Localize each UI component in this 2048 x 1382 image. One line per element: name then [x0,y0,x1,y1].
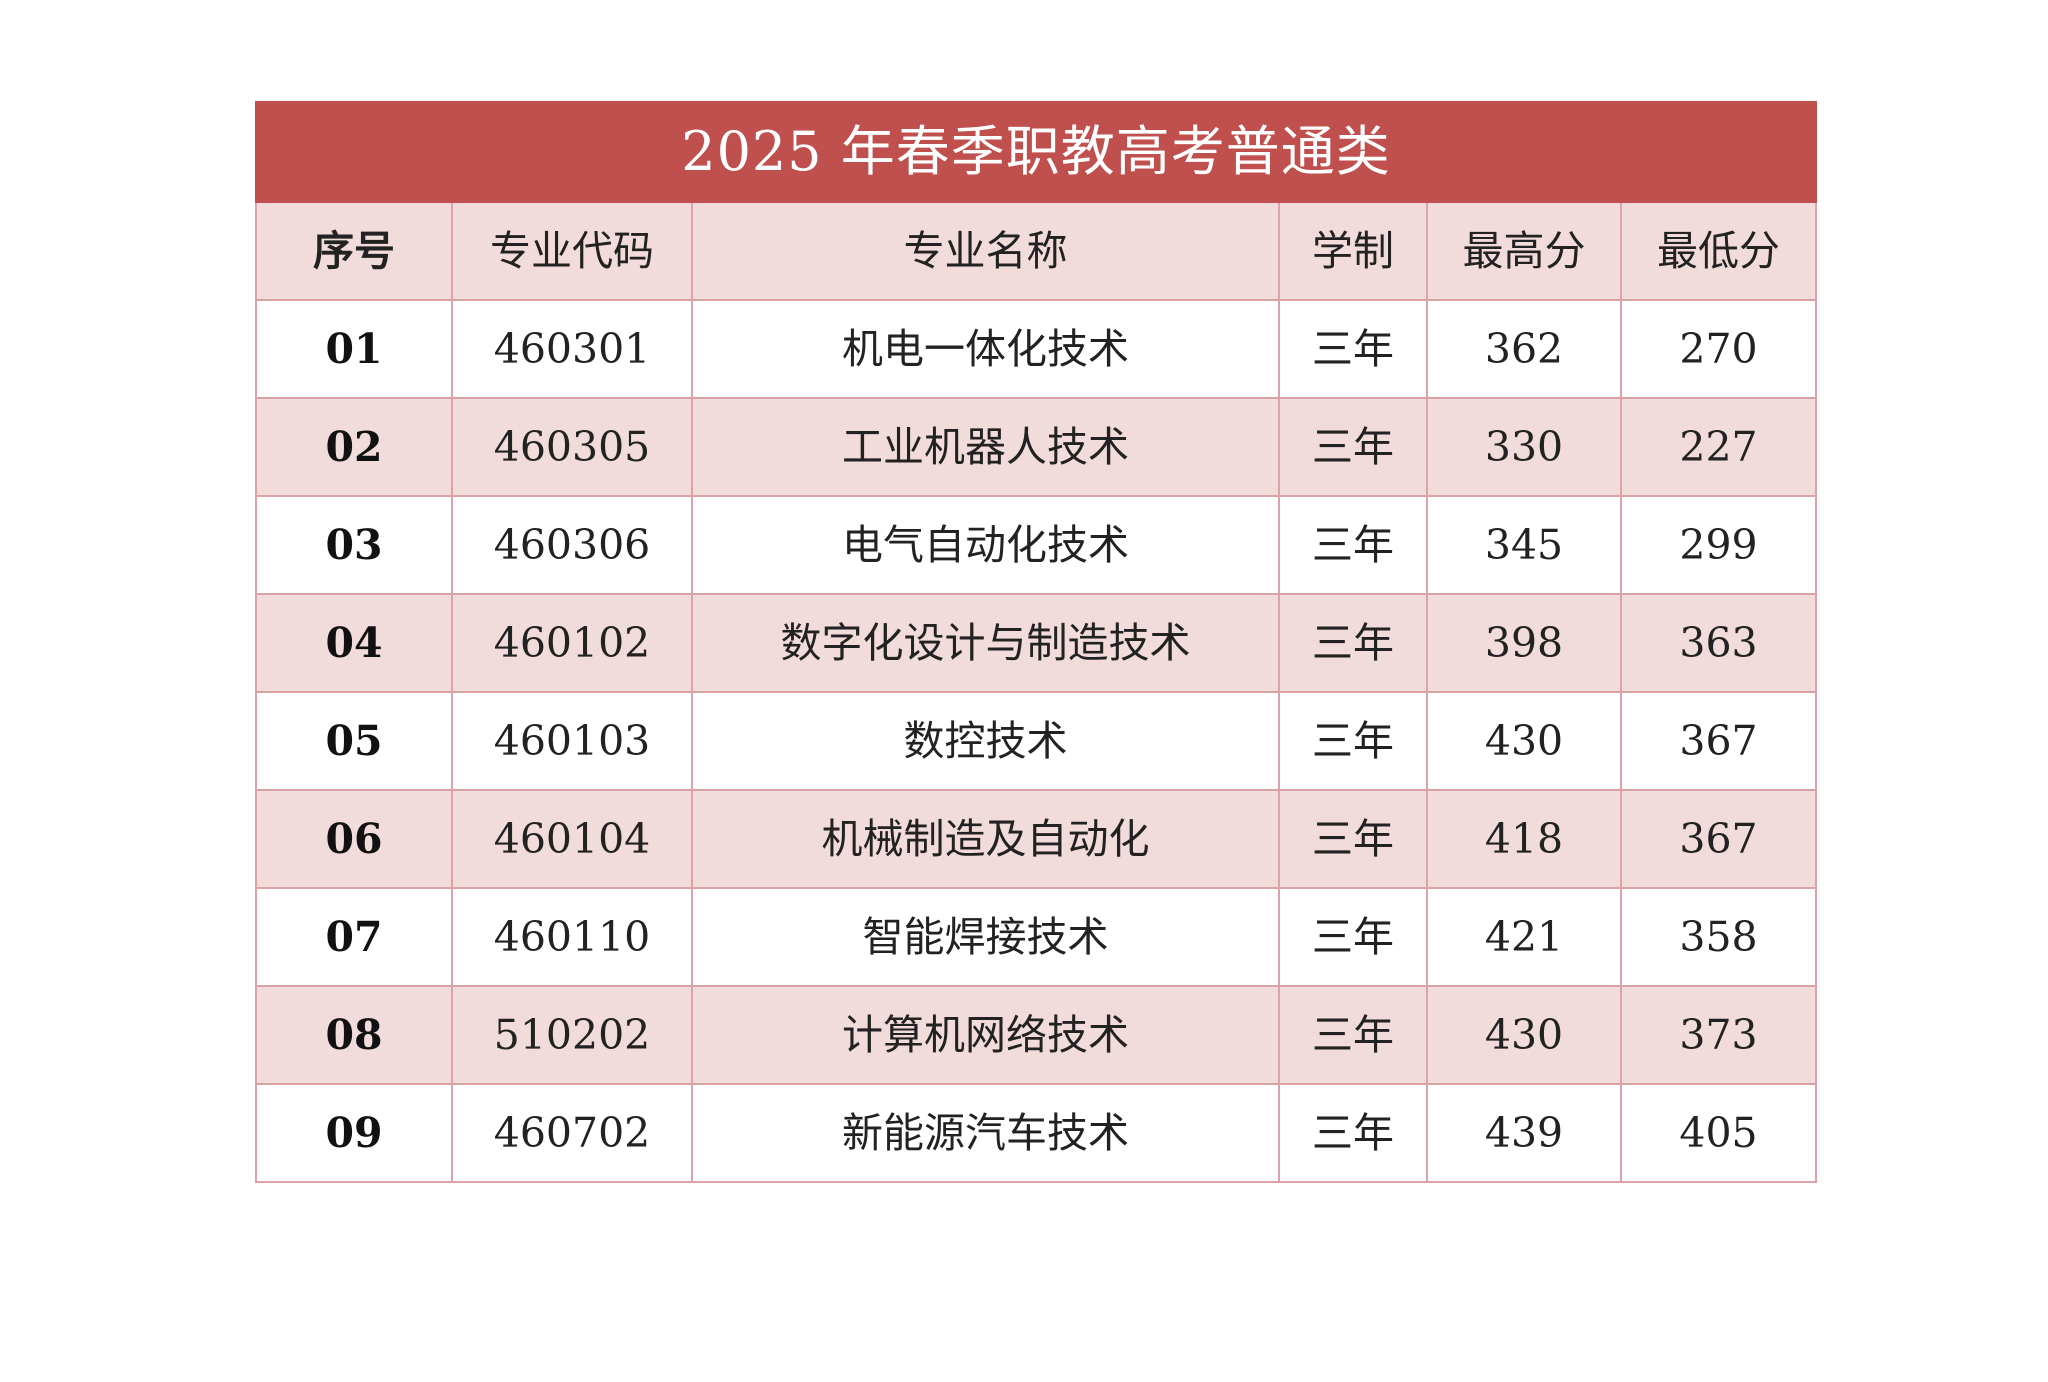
cell-duration: 三年 [1278,299,1428,399]
cell-seq: 08 [255,985,453,1085]
cell-max-score: 330 [1426,397,1622,497]
cell-code: 460110 [451,887,693,987]
header-name: 专业名称 [691,201,1280,301]
table-row: 03 460306 电气自动化技术 三年 345 299 [255,495,1818,595]
table-row: 06 460104 机械制造及自动化 三年 418 367 [255,789,1818,889]
header-duration: 学制 [1278,201,1428,301]
cell-max-score: 439 [1426,1083,1622,1183]
table-row: 09 460702 新能源汽车技术 三年 439 405 [255,1083,1818,1183]
cell-seq: 05 [255,691,453,791]
cell-name: 机械制造及自动化 [691,789,1280,889]
cell-name: 新能源汽车技术 [691,1083,1280,1183]
cell-code: 510202 [451,985,693,1085]
header-code: 专业代码 [451,201,693,301]
table-title: 2025 年春季职教高考普通类 [254,101,1818,203]
cell-code: 460103 [451,691,693,791]
cell-min-score: 299 [1619,495,1818,595]
header-seq: 序号 [255,201,453,301]
cell-max-score: 430 [1426,985,1622,1085]
table-title-row: 2025 年春季职教高考普通类 [254,101,1818,203]
cell-seq: 01 [255,299,453,399]
cell-code: 460102 [451,593,693,693]
cell-seq: 02 [255,397,453,497]
cell-code: 460305 [451,397,693,497]
cell-code: 460702 [451,1083,693,1183]
cell-duration: 三年 [1278,691,1428,791]
cell-min-score: 227 [1619,397,1818,497]
cell-name: 数字化设计与制造技术 [691,593,1280,693]
cell-name: 电气自动化技术 [691,495,1280,595]
cell-seq: 04 [255,593,453,693]
table-row: 02 460305 工业机器人技术 三年 330 227 [255,397,1818,497]
cell-seq: 06 [255,789,453,889]
cell-seq: 09 [255,1083,453,1183]
cell-duration: 三年 [1278,789,1428,889]
cell-name: 工业机器人技术 [691,397,1280,497]
cell-name: 智能焊接技术 [691,887,1280,987]
cell-name: 数控技术 [691,691,1280,791]
cell-max-score: 362 [1426,299,1622,399]
cell-seq: 03 [255,495,453,595]
cell-name: 机电一体化技术 [691,299,1280,399]
cell-duration: 三年 [1278,1083,1428,1183]
cell-min-score: 367 [1619,691,1818,791]
header-min-score: 最低分 [1619,201,1818,301]
cell-min-score: 363 [1619,593,1818,693]
cell-duration: 三年 [1278,593,1428,693]
cell-min-score: 405 [1619,1083,1818,1183]
header-row: 序号 专业代码 专业名称 学制 最高分 最低分 [255,201,1818,301]
cell-max-score: 345 [1426,495,1622,595]
cell-duration: 三年 [1278,985,1428,1085]
table-row: 08 510202 计算机网络技术 三年 430 373 [255,985,1818,1085]
cell-min-score: 358 [1619,887,1818,987]
score-table: 2025 年春季职教高考普通类 序号 专业代码 专业名称 学制 最高分 最低分 … [254,101,1818,1183]
cell-seq: 07 [255,887,453,987]
cell-name: 计算机网络技术 [691,985,1280,1085]
cell-duration: 三年 [1278,397,1428,497]
cell-code: 460306 [451,495,693,595]
cell-max-score: 430 [1426,691,1622,791]
table-row: 04 460102 数字化设计与制造技术 三年 398 363 [255,593,1818,693]
table-row: 07 460110 智能焊接技术 三年 421 358 [255,887,1818,987]
table-row: 01 460301 机电一体化技术 三年 362 270 [255,299,1818,399]
cell-min-score: 373 [1619,985,1818,1085]
cell-duration: 三年 [1278,887,1428,987]
cell-max-score: 418 [1426,789,1622,889]
cell-min-score: 367 [1619,789,1818,889]
header-max-score: 最高分 [1426,201,1622,301]
cell-max-score: 398 [1426,593,1622,693]
cell-code: 460104 [451,789,693,889]
cell-max-score: 421 [1426,887,1622,987]
cell-code: 460301 [451,299,693,399]
cell-min-score: 270 [1619,299,1818,399]
cell-duration: 三年 [1278,495,1428,595]
table-row: 05 460103 数控技术 三年 430 367 [255,691,1818,791]
